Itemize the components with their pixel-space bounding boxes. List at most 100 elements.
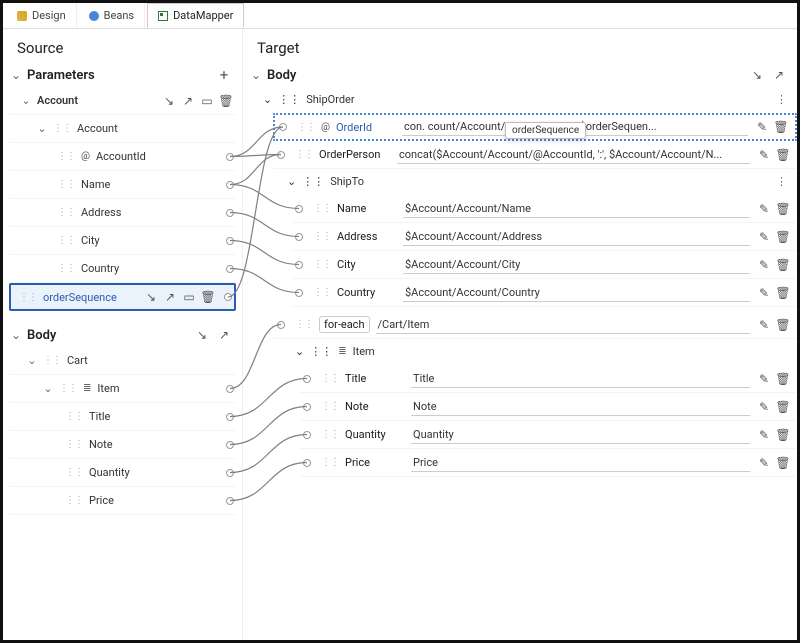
kebab-menu-icon[interactable]: ⋮ [772, 175, 791, 188]
field-expression[interactable]: Quantity [411, 426, 750, 444]
expand-in-icon[interactable]: ↘ [749, 67, 765, 83]
input-port[interactable] [303, 403, 311, 411]
chevron-down-icon[interactable]: ⌄ [263, 93, 272, 106]
input-port[interactable] [295, 261, 303, 269]
node-item[interactable]: ⌄ ⋮⋮ ≣ Item [9, 375, 236, 403]
field-expression[interactable]: Note [411, 398, 750, 416]
target-row-city[interactable]: ⋮⋮ City $Account/Account/City ✎🗑 [291, 251, 797, 279]
field-expression[interactable]: concat($Account/Account/@AccountId, ':',… [397, 146, 750, 164]
node-city[interactable]: ⋮⋮ City [9, 227, 236, 255]
output-port[interactable] [224, 293, 232, 301]
field-expression[interactable]: $Account/Account/City [403, 256, 750, 274]
chevron-down-icon[interactable]: ⌄ [11, 328, 21, 342]
target-row-price[interactable]: ⋮⋮ Price Price ✎🗑 [299, 449, 797, 477]
input-port[interactable] [303, 459, 311, 467]
target-row-address[interactable]: ⋮⋮ Address $Account/Account/Address ✎🗑 [291, 223, 797, 251]
field-expression[interactable]: /Cart/Item [376, 316, 751, 334]
shipto-head[interactable]: ⌄ ⋮⋮ ShipTo ⋮ [273, 169, 797, 193]
output-port[interactable] [226, 385, 234, 393]
open-icon[interactable]: ▭ [181, 289, 197, 305]
delete-icon[interactable]: 🗑 [775, 371, 791, 387]
chevron-down-icon[interactable]: ⌄ [21, 94, 31, 107]
delete-icon[interactable]: 🗑 [218, 93, 234, 109]
input-port[interactable] [295, 289, 303, 297]
field-expression[interactable]: $Account/Account/Address [403, 228, 750, 246]
add-parameter-button[interactable]: + [216, 67, 232, 83]
edit-icon[interactable]: ✎ [756, 201, 772, 217]
field-expression[interactable]: $Account/Account/Name [403, 200, 750, 218]
node-cart[interactable]: ⌄ ⋮⋮ Cart [9, 347, 236, 375]
chevron-down-icon[interactable]: ⌄ [251, 68, 261, 82]
expand-out-icon[interactable]: ↗ [180, 93, 196, 109]
node-title[interactable]: ⋮⋮ Title [9, 403, 236, 431]
delete-icon[interactable]: 🗑 [200, 289, 216, 305]
open-icon[interactable]: ▭ [199, 93, 215, 109]
tab-datamapper[interactable]: DataMapper [147, 3, 244, 28]
node-quantity[interactable]: ⋮⋮ Quantity [9, 459, 236, 487]
tab-design[interactable]: Design [7, 3, 77, 28]
expand-out-icon[interactable]: ↗ [771, 67, 787, 83]
expand-out-icon[interactable]: ↗ [162, 289, 178, 305]
input-port[interactable] [303, 375, 311, 383]
target-row-title[interactable]: ⋮⋮ Title Title ✎🗑 [299, 365, 797, 393]
chevron-down-icon[interactable]: ⌄ [43, 382, 53, 395]
expand-out-icon[interactable]: ↗ [216, 327, 232, 343]
delete-icon[interactable]: 🗑 [775, 147, 791, 163]
delete-icon[interactable]: 🗑 [773, 119, 789, 135]
chevron-down-icon[interactable]: ⌄ [295, 345, 304, 358]
output-port[interactable] [226, 469, 234, 477]
node-country[interactable]: ⋮⋮ Country [9, 255, 236, 283]
node-address[interactable]: ⋮⋮ Address [9, 199, 236, 227]
input-port[interactable] [279, 123, 287, 131]
node-account-inner[interactable]: ⌄ ⋮⋮ Account [9, 115, 236, 143]
delete-icon[interactable]: 🗑 [775, 317, 791, 333]
edit-icon[interactable]: ✎ [756, 285, 772, 301]
chevron-down-icon[interactable]: ⌄ [287, 175, 296, 188]
edit-icon[interactable]: ✎ [756, 371, 772, 387]
field-expression[interactable]: Title [411, 370, 750, 388]
edit-icon[interactable]: ✎ [756, 257, 772, 273]
delete-icon[interactable]: 🗑 [775, 285, 791, 301]
output-port[interactable] [226, 265, 234, 273]
node-accountid[interactable]: ⋮⋮ @ AccountId [9, 143, 236, 171]
node-name[interactable]: ⋮⋮ Name [9, 171, 236, 199]
delete-icon[interactable]: 🗑 [775, 399, 791, 415]
delete-icon[interactable]: 🗑 [775, 201, 791, 217]
kebab-menu-icon[interactable]: ⋮ [772, 93, 791, 106]
edit-icon[interactable]: ✎ [754, 119, 770, 135]
chevron-down-icon[interactable]: ⌄ [37, 122, 47, 135]
field-expression[interactable]: con. count/Account/@AccountId, '-' $orde… [402, 118, 748, 136]
node-account[interactable]: ⌄ Account ↘ ↗ ▭ 🗑 [9, 87, 236, 115]
output-port[interactable] [226, 413, 234, 421]
delete-icon[interactable]: 🗑 [775, 455, 791, 471]
target-row-quantity[interactable]: ⋮⋮ Quantity Quantity ✎🗑 [299, 421, 797, 449]
expand-in-icon[interactable]: ↘ [143, 289, 159, 305]
node-ordersequence[interactable]: ⋮⋮ orderSequence ↘ ↗ ▭ 🗑 [9, 283, 236, 311]
edit-icon[interactable]: ✎ [756, 147, 772, 163]
output-port[interactable] [226, 237, 234, 245]
input-port[interactable] [295, 233, 303, 241]
expand-in-icon[interactable]: ↘ [194, 327, 210, 343]
node-note[interactable]: ⋮⋮ Note [9, 431, 236, 459]
output-port[interactable] [226, 209, 234, 217]
shiporder-head[interactable]: ⌄ ⋮⋮ ShipOrder ⋮ [243, 87, 797, 111]
field-expression[interactable]: $Account/Account/Country [403, 284, 750, 302]
delete-icon[interactable]: 🗑 [775, 229, 791, 245]
input-port[interactable] [277, 151, 285, 159]
node-price[interactable]: ⋮⋮ Price [9, 487, 236, 515]
item-head[interactable]: ⌄ ⋮⋮ ≣ Item [273, 339, 797, 363]
target-row-note[interactable]: ⋮⋮ Note Note ✎🗑 [299, 393, 797, 421]
expand-in-icon[interactable]: ↘ [161, 93, 177, 109]
edit-icon[interactable]: ✎ [756, 229, 772, 245]
chevron-down-icon[interactable]: ⌄ [11, 68, 21, 82]
target-row-foreach[interactable]: ⋮⋮ for-each /Cart/Item ✎🗑 [273, 311, 797, 339]
target-row-name[interactable]: ⋮⋮ Name $Account/Account/Name ✎🗑 [291, 195, 797, 223]
tab-beans[interactable]: Beans [79, 3, 145, 28]
edit-icon[interactable]: ✎ [756, 399, 772, 415]
output-port[interactable] [226, 153, 234, 161]
delete-icon[interactable]: 🗑 [775, 427, 791, 443]
input-port[interactable] [295, 205, 303, 213]
input-port[interactable] [303, 431, 311, 439]
output-port[interactable] [226, 497, 234, 505]
field-expression[interactable]: Price [411, 454, 750, 472]
